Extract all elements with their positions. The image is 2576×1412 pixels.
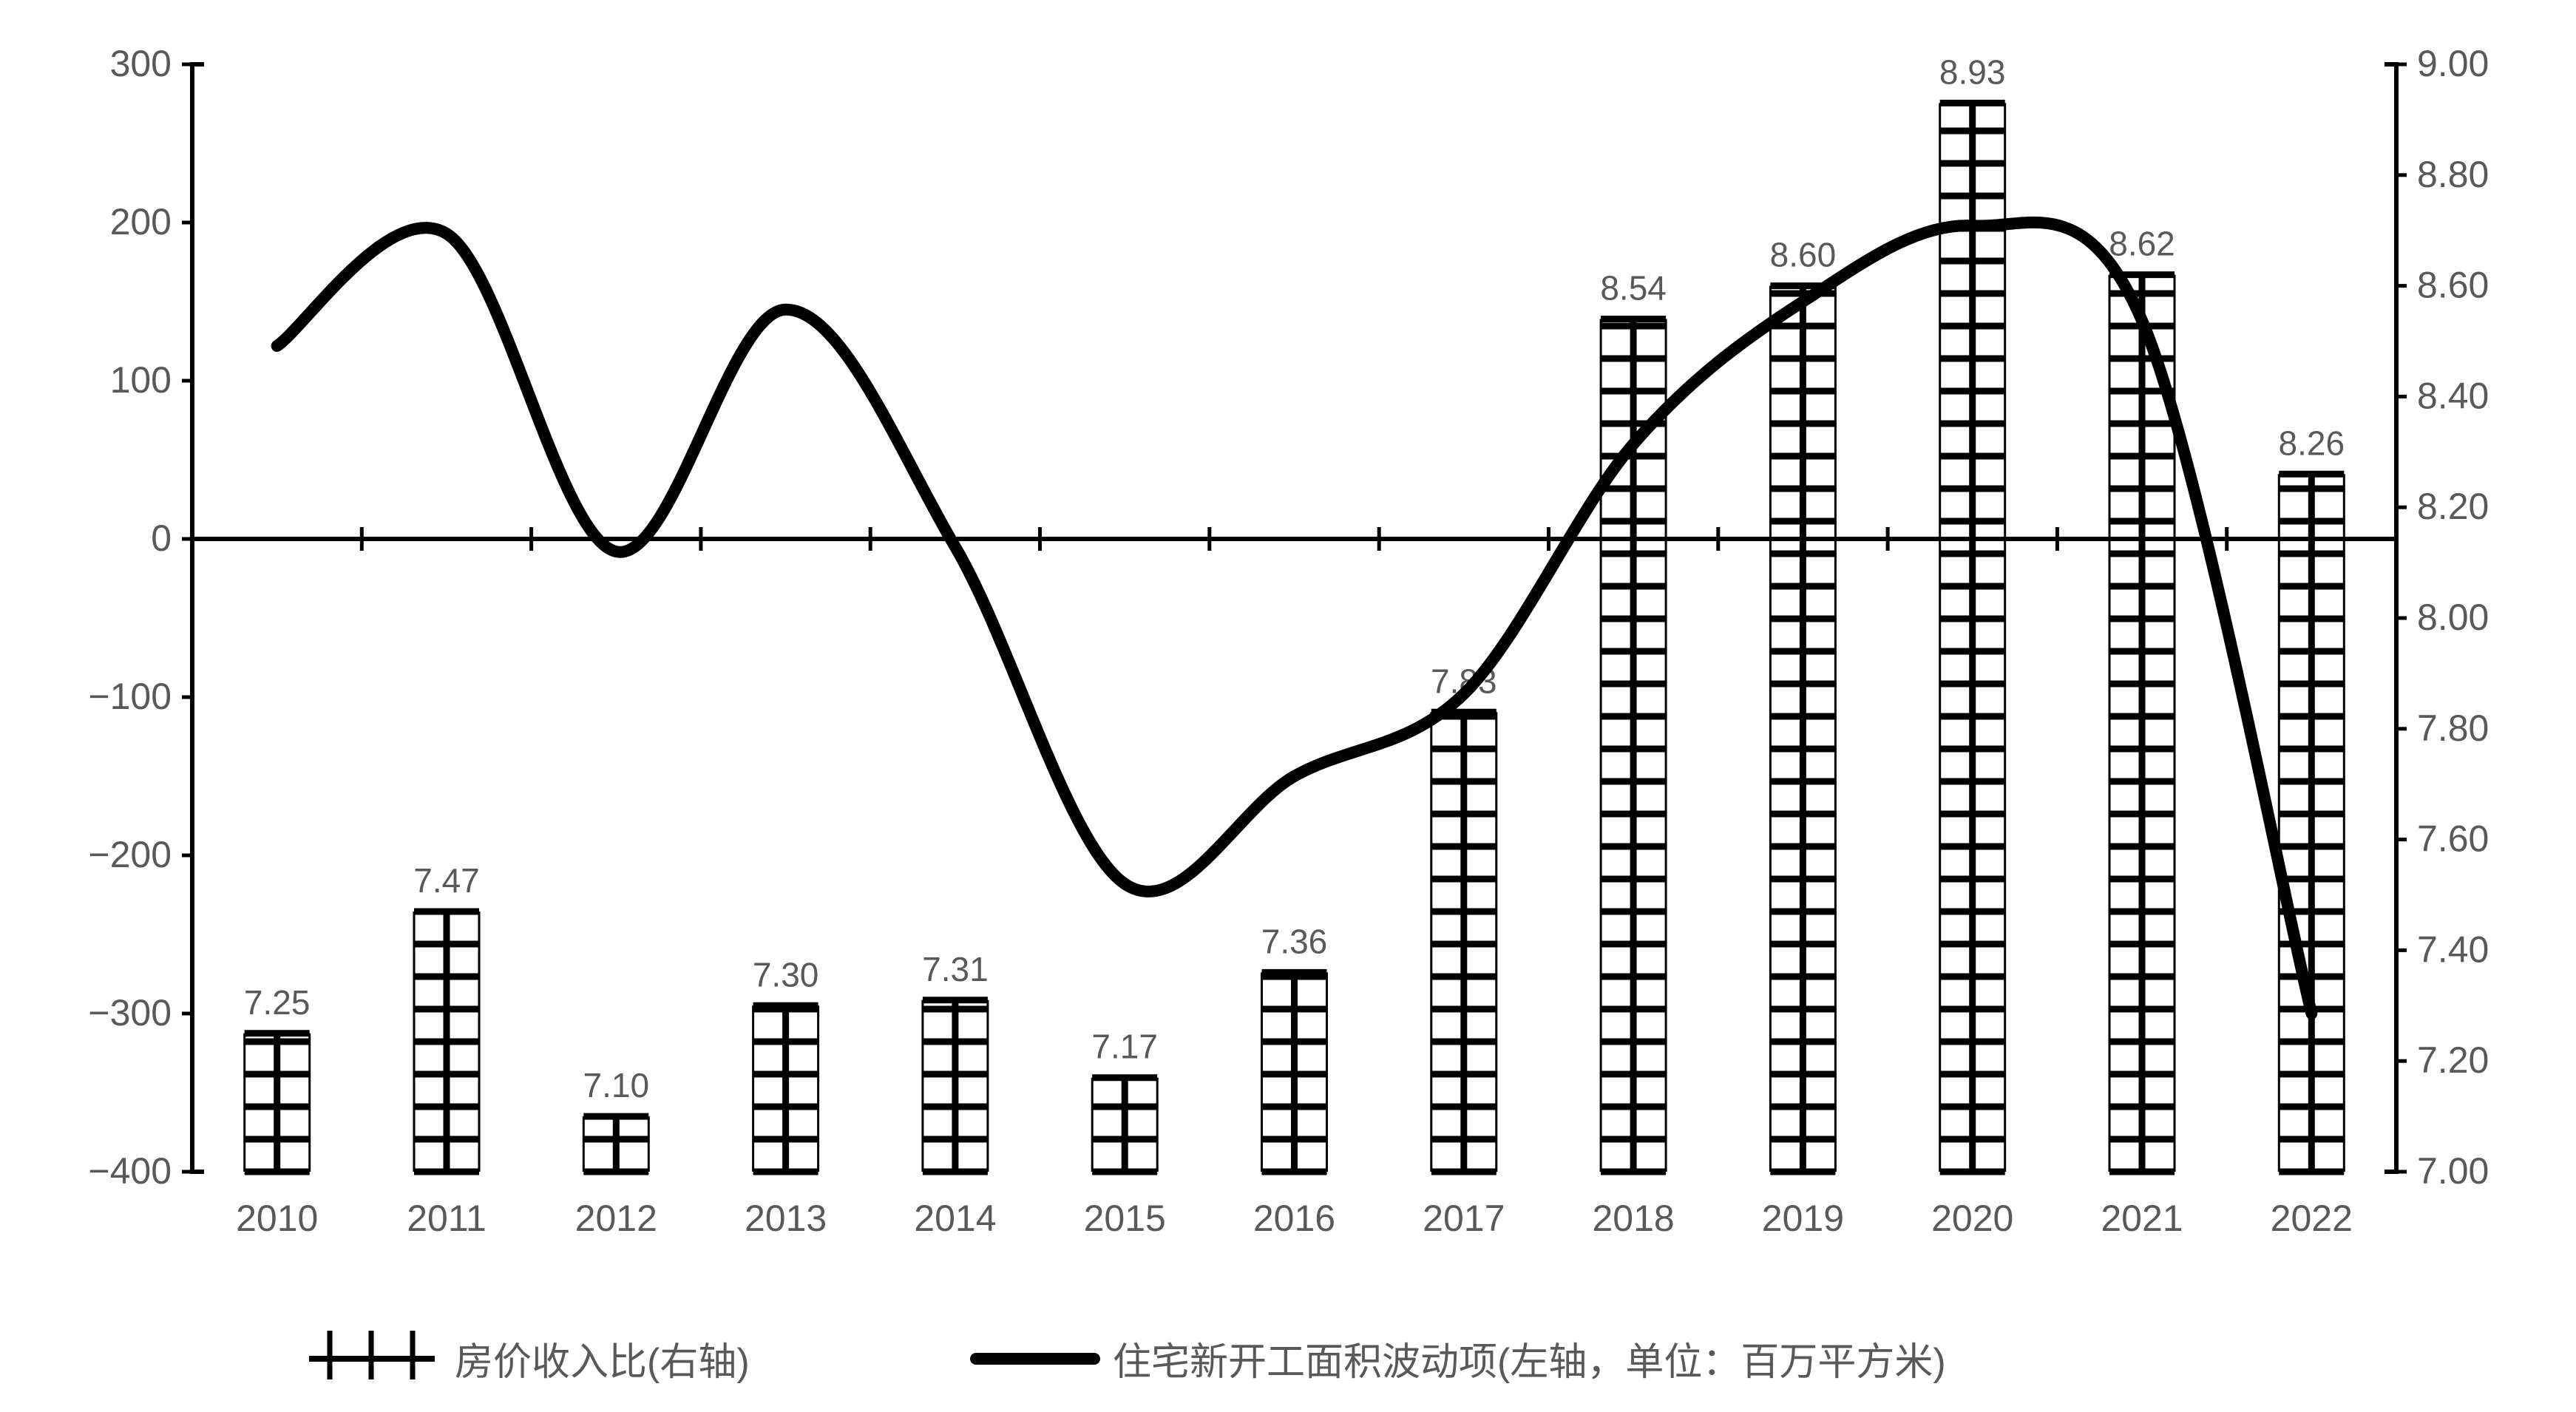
svg-text:−200: −200 bbox=[88, 834, 172, 875]
svg-text:7.31: 7.31 bbox=[922, 950, 989, 988]
svg-text:2015: 2015 bbox=[1084, 1198, 1166, 1239]
svg-text:8.60: 8.60 bbox=[2417, 265, 2489, 306]
svg-text:8.00: 8.00 bbox=[2417, 597, 2489, 638]
svg-text:2012: 2012 bbox=[575, 1198, 657, 1239]
svg-text:−300: −300 bbox=[88, 992, 172, 1033]
svg-text:8.60: 8.60 bbox=[1770, 236, 1837, 274]
svg-text:7.17: 7.17 bbox=[1091, 1028, 1158, 1066]
svg-text:住宅新开工面积波动项(左轴，单位：百万平方米): 住宅新开工面积波动项(左轴，单位：百万平方米) bbox=[1113, 1341, 1946, 1384]
svg-text:2019: 2019 bbox=[1762, 1198, 1844, 1239]
svg-text:8.40: 8.40 bbox=[2417, 375, 2489, 416]
svg-text:300: 300 bbox=[110, 43, 172, 84]
svg-text:9.00: 9.00 bbox=[2417, 43, 2489, 84]
svg-text:8.93: 8.93 bbox=[1939, 52, 2006, 91]
svg-text:8.26: 8.26 bbox=[2279, 424, 2345, 462]
svg-text:8.80: 8.80 bbox=[2417, 154, 2489, 195]
svg-text:2020: 2020 bbox=[1931, 1198, 2013, 1239]
svg-text:7.80: 7.80 bbox=[2417, 707, 2489, 749]
svg-text:8.20: 8.20 bbox=[2417, 486, 2489, 527]
svg-text:8.54: 8.54 bbox=[1600, 269, 1667, 308]
svg-text:7.36: 7.36 bbox=[1261, 922, 1328, 960]
svg-text:8.62: 8.62 bbox=[2109, 225, 2175, 263]
svg-text:2016: 2016 bbox=[1253, 1198, 1335, 1239]
svg-text:2018: 2018 bbox=[1592, 1198, 1674, 1239]
svg-text:0: 0 bbox=[151, 517, 172, 559]
svg-text:7.60: 7.60 bbox=[2417, 818, 2489, 860]
svg-text:7.30: 7.30 bbox=[753, 955, 819, 994]
svg-text:7.47: 7.47 bbox=[413, 861, 480, 900]
svg-text:2017: 2017 bbox=[1423, 1198, 1505, 1239]
svg-text:7.20: 7.20 bbox=[2417, 1039, 2489, 1081]
svg-text:2014: 2014 bbox=[914, 1198, 996, 1239]
svg-text:2013: 2013 bbox=[745, 1198, 827, 1239]
svg-text:7.10: 7.10 bbox=[583, 1066, 650, 1104]
svg-text:100: 100 bbox=[110, 359, 172, 401]
svg-text:2011: 2011 bbox=[407, 1198, 487, 1239]
svg-text:−400: −400 bbox=[88, 1150, 172, 1192]
svg-text:2022: 2022 bbox=[2271, 1198, 2353, 1239]
svg-text:2021: 2021 bbox=[2101, 1198, 2183, 1239]
svg-text:−100: −100 bbox=[88, 676, 172, 717]
svg-text:7.25: 7.25 bbox=[244, 983, 311, 1022]
svg-text:200: 200 bbox=[110, 201, 172, 242]
svg-text:7.40: 7.40 bbox=[2417, 929, 2489, 970]
svg-text:2010: 2010 bbox=[236, 1198, 318, 1239]
svg-text:7.00: 7.00 bbox=[2417, 1150, 2489, 1192]
svg-text:房价收入比(右轴): 房价收入比(右轴) bbox=[455, 1341, 750, 1384]
